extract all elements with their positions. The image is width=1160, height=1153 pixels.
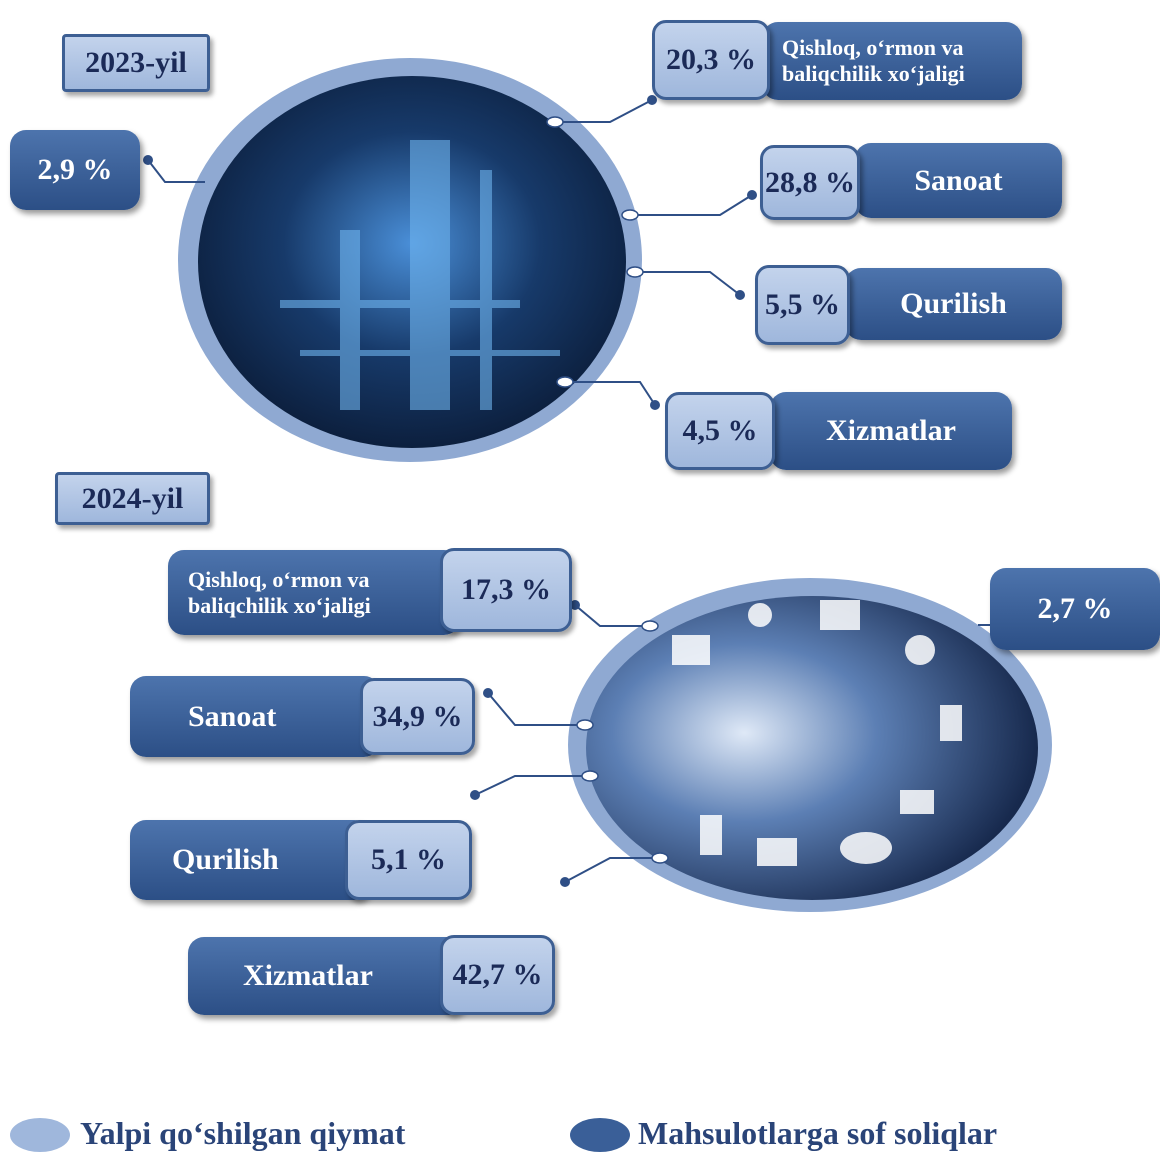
legend-label: Yalpi qo‘shilgan qiymat [80,1115,405,1152]
sector-name: Qishloq, o‘rmon va baliqchilik xo‘jaligi [762,22,1022,100]
sector-value: 5,1 % [345,820,472,900]
sector-name: Qurilish [845,268,1062,340]
sector-name: Sanoat [130,676,380,757]
sector-value: 42,7 % [440,935,555,1015]
sector-value: 17,3 % [440,548,572,632]
year-label: 2024-yil [55,472,210,525]
page: {"panels": [ {"year": "2023-yil", "taxes… [0,0,1160,1153]
taxes-value: 2,9 % [10,130,140,210]
sector-value: 4,5 % [665,392,775,470]
legend-label: Mahsulotlarga sof soliqlar [638,1115,997,1152]
sector-name: Xizmatlar [770,392,1012,470]
sector-value: 5,5 % [755,265,850,345]
sector-name: Sanoat [855,143,1062,218]
sector-name: Qurilish [130,820,370,900]
year-label: 2023-yil [62,34,210,92]
sector-value: 20,3 % [652,20,770,100]
sector-name: Qishloq, o‘rmon va baliqchilik xo‘jaligi [168,550,460,635]
sector-name: Xizmatlar [188,937,465,1015]
sector-value: 34,9 % [360,678,475,755]
sector-value: 28,8 % [760,145,860,220]
taxes-value: 2,7 % [990,568,1160,650]
